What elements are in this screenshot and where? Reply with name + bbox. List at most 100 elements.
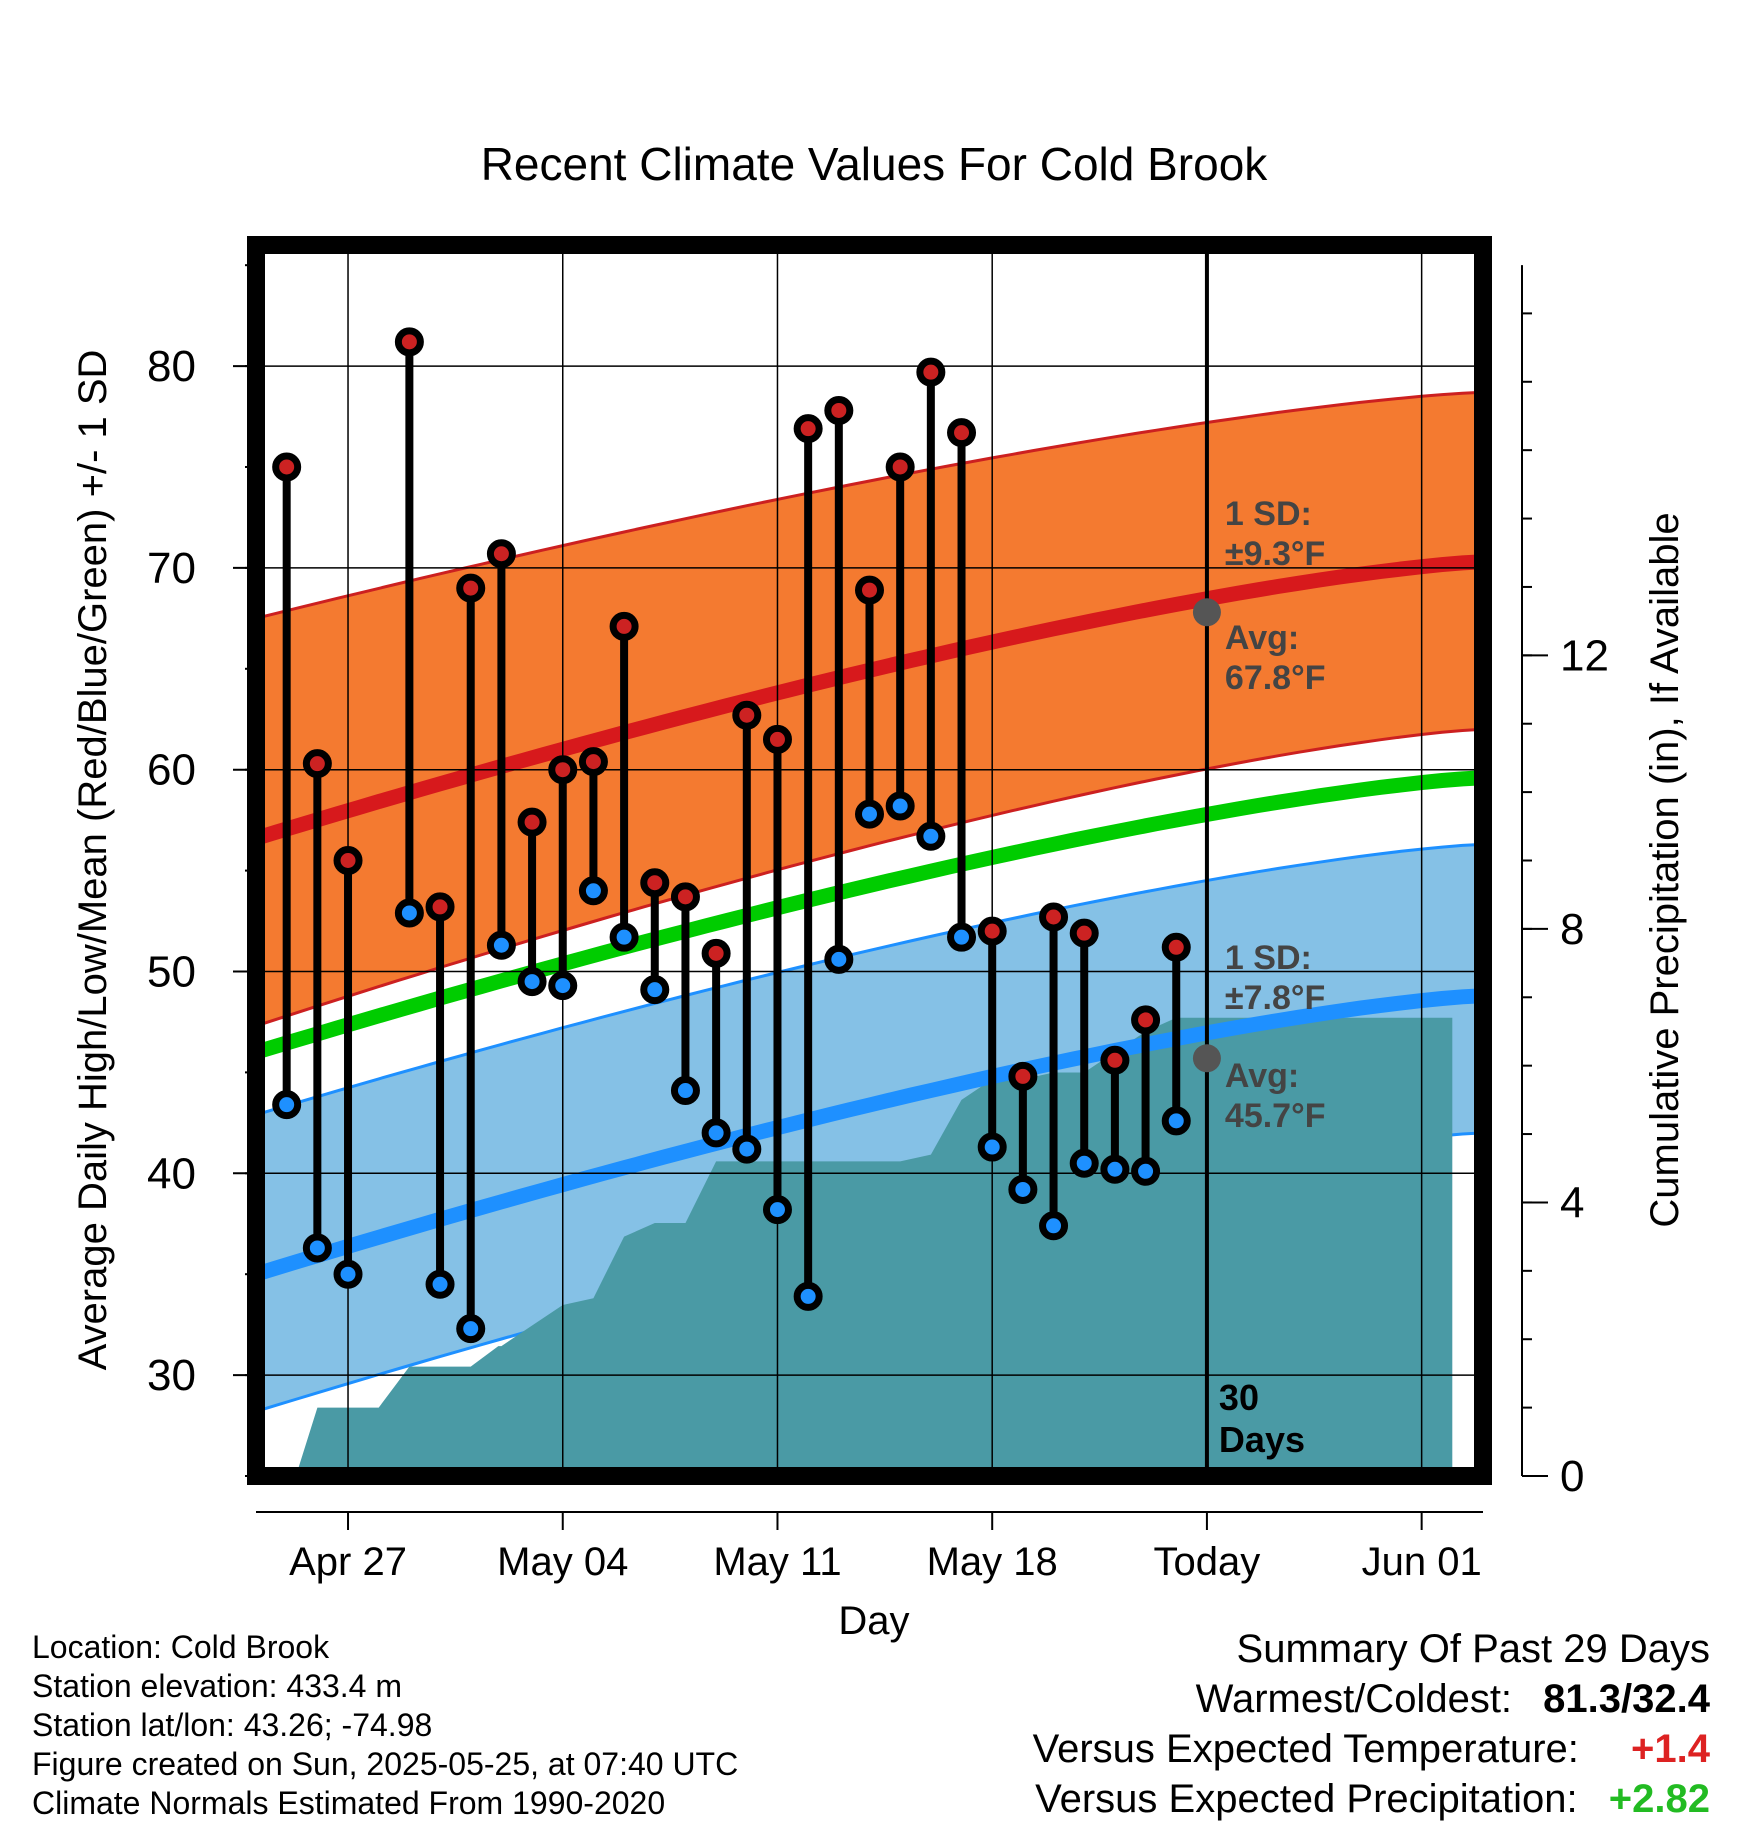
daily-high-point bbox=[517, 807, 547, 837]
daily-high-point bbox=[486, 539, 516, 569]
today-low-normal-marker bbox=[1192, 1044, 1221, 1073]
daily-low-point bbox=[486, 930, 516, 960]
daily-high-point bbox=[456, 573, 486, 603]
warm-cold-value: 81.3/32.4 bbox=[1543, 1677, 1710, 1721]
daily-high-point bbox=[1069, 918, 1099, 948]
daily-high-point bbox=[885, 452, 915, 482]
warm-cold-row: Warmest/Coldest: 81.3/32.4 bbox=[1033, 1674, 1710, 1724]
daily-high-point bbox=[1131, 1005, 1161, 1035]
daily-high-point bbox=[1100, 1045, 1130, 1075]
daily-low-point bbox=[732, 1134, 762, 1164]
elevation-text: Station elevation: 433.4 m bbox=[32, 1668, 403, 1704]
y-tick-label: 80 bbox=[147, 342, 196, 391]
y-tick-label: 40 bbox=[147, 1149, 196, 1198]
y2-tick-label: 8 bbox=[1560, 905, 1584, 954]
warm-cold-label: Warmest/Coldest: bbox=[1195, 1677, 1513, 1721]
daily-high-point bbox=[609, 611, 639, 641]
daily-high-point bbox=[394, 327, 424, 357]
daily-low-point bbox=[1069, 1148, 1099, 1178]
daily-high-point bbox=[793, 414, 823, 444]
high-sd-annotation: ±9.3°F bbox=[1225, 535, 1325, 573]
x-tick-label: Today bbox=[1154, 1540, 1261, 1584]
daily-low-point bbox=[272, 1090, 302, 1120]
summary-heading: Summary Of Past 29 Days bbox=[1236, 1627, 1710, 1671]
plot-frame bbox=[247, 236, 1492, 1485]
normals-text: Climate Normals Estimated From 1990-2020 bbox=[32, 1785, 666, 1821]
x-tick-label: Jun 01 bbox=[1362, 1540, 1482, 1584]
daily-low-point bbox=[670, 1076, 700, 1106]
daily-low-point bbox=[1131, 1156, 1161, 1186]
x-tick-label: May 04 bbox=[497, 1540, 628, 1584]
high-band-lower-edge bbox=[256, 727, 1483, 1028]
daily-high-point bbox=[824, 395, 854, 425]
daily-high-point bbox=[916, 357, 946, 387]
daily-high-point bbox=[272, 452, 302, 482]
daily-low-point bbox=[425, 1269, 455, 1299]
daily-high-point bbox=[578, 747, 608, 777]
location-text: Location: Cold Brook bbox=[32, 1629, 330, 1665]
daily-low-point bbox=[394, 898, 424, 928]
temp-value: +1.4 bbox=[1631, 1727, 1710, 1771]
today-high-normal-marker bbox=[1192, 598, 1221, 627]
high-avg-annotation: Avg: bbox=[1225, 619, 1299, 657]
latlon-text: Station lat/lon: 43.26; -74.98 bbox=[32, 1707, 433, 1743]
low-band-upper-edge bbox=[256, 842, 1483, 1117]
x-tick-label: Apr 27 bbox=[289, 1540, 407, 1584]
precip-area bbox=[295, 1017, 1453, 1476]
temp-row: Versus Expected Temperature: +1.4 bbox=[1033, 1724, 1710, 1774]
daily-high-point bbox=[701, 938, 731, 968]
daily-high-point bbox=[1039, 902, 1069, 932]
mean-line bbox=[256, 770, 1483, 1060]
daily-low-point bbox=[701, 1118, 731, 1148]
daily-high-point bbox=[670, 882, 700, 912]
precip-row: Versus Expected Precipitation: +2.82 bbox=[1033, 1774, 1710, 1824]
daily-low-point bbox=[855, 799, 884, 829]
daily-low-point bbox=[793, 1281, 823, 1311]
y2-tick-label: 0 bbox=[1560, 1452, 1584, 1501]
daily-low-point bbox=[548, 971, 578, 1001]
daily-low-point bbox=[1161, 1106, 1191, 1136]
low-sd-annotation: ±7.8°F bbox=[1225, 979, 1325, 1017]
daily-high-point bbox=[640, 868, 670, 898]
x-axis-label: Day bbox=[838, 1599, 909, 1643]
y2-axis-label: Cumulative Precipitation (in), If Availa… bbox=[1643, 512, 1687, 1227]
daily-low-point bbox=[947, 922, 977, 952]
x-tick-label: May 18 bbox=[927, 1540, 1058, 1584]
low-avg-annotation: 45.7°F bbox=[1225, 1097, 1326, 1135]
daily-low-point bbox=[456, 1314, 486, 1344]
daily-low-point bbox=[1039, 1211, 1069, 1241]
window-label: 30 bbox=[1219, 1377, 1259, 1418]
daily-low-point bbox=[302, 1233, 332, 1263]
high-avg-annotation: 67.8°F bbox=[1225, 659, 1326, 697]
daily-high-point bbox=[548, 755, 578, 785]
daily-high-point bbox=[1008, 1061, 1038, 1091]
precip-label: Versus Expected Precipitation: bbox=[1035, 1777, 1578, 1821]
daily-low-point bbox=[1100, 1154, 1130, 1184]
daily-low-point bbox=[762, 1195, 792, 1225]
daily-high-point bbox=[977, 916, 1007, 946]
daily-high-point bbox=[855, 575, 884, 605]
daily-low-point bbox=[640, 975, 670, 1005]
daily-high-point bbox=[302, 749, 332, 779]
y-tick-label: 60 bbox=[147, 746, 196, 795]
y-tick-label: 70 bbox=[147, 544, 196, 593]
y2-tick-label: 12 bbox=[1560, 631, 1609, 680]
daily-low-point bbox=[578, 876, 608, 906]
daily-low-point bbox=[1008, 1174, 1038, 1204]
daily-low-point bbox=[517, 967, 547, 997]
y-axis-label: Average Daily High/Low/Mean (Red/Blue/Gr… bbox=[71, 350, 115, 1371]
y2-tick-label: 4 bbox=[1560, 1178, 1584, 1227]
daily-low-point bbox=[609, 922, 639, 952]
daily-high-point bbox=[333, 846, 363, 875]
daily-high-point bbox=[425, 892, 455, 922]
daily-high-point bbox=[732, 700, 762, 730]
summary-panel: Summary Of Past 29 Days Warmest/Coldest:… bbox=[1033, 1624, 1710, 1824]
high-band-upper-edge bbox=[256, 390, 1483, 620]
daily-high-point bbox=[947, 418, 977, 448]
daily-high-point bbox=[762, 724, 792, 754]
high-sd-annotation: 1 SD: bbox=[1225, 495, 1312, 533]
low-sd-annotation: 1 SD: bbox=[1225, 939, 1312, 977]
window-label: Days bbox=[1219, 1419, 1305, 1460]
daily-low-point bbox=[333, 1259, 363, 1289]
